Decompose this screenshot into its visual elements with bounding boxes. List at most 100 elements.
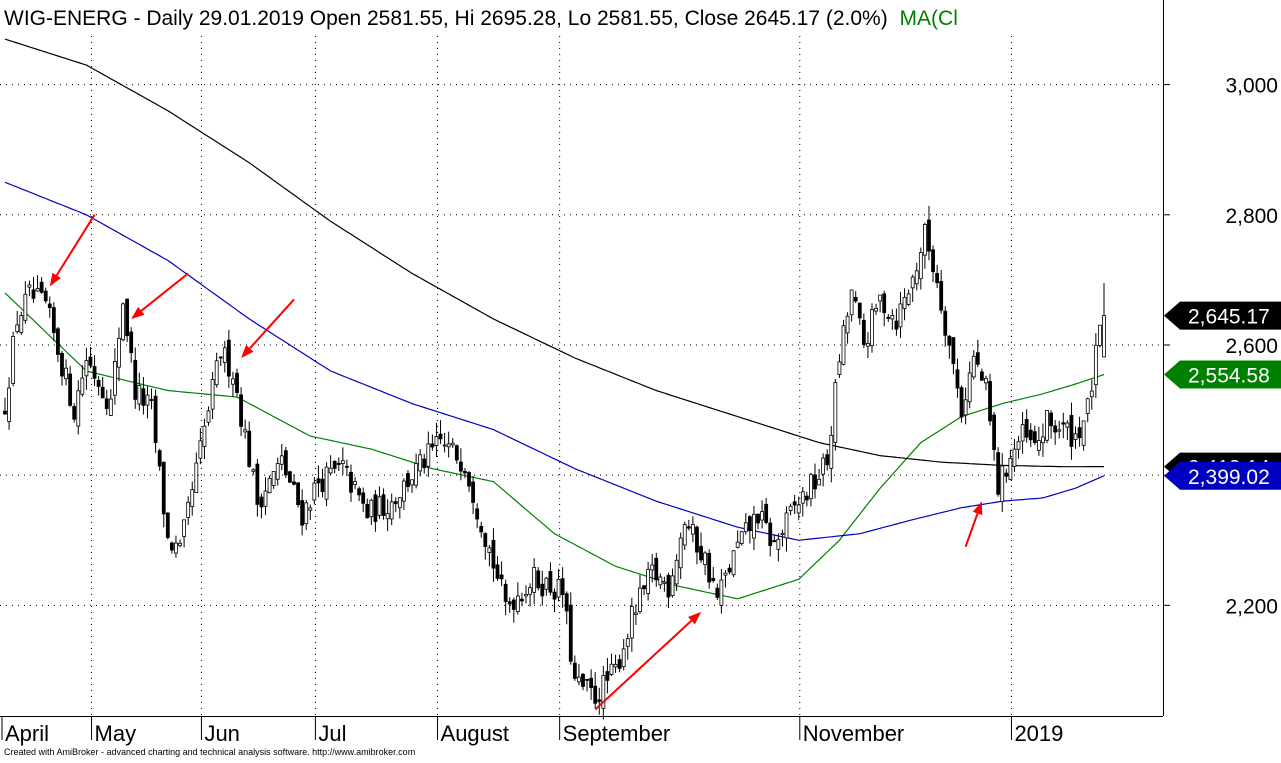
candle-up xyxy=(80,377,85,395)
candle-up xyxy=(117,337,121,368)
candle-up xyxy=(841,325,846,365)
candle-down xyxy=(357,488,362,496)
candle-up xyxy=(1089,390,1094,398)
candle-up xyxy=(210,379,215,410)
candle-down xyxy=(747,516,752,532)
candle-down xyxy=(422,458,427,469)
candle-up xyxy=(910,276,915,289)
candle-up xyxy=(923,224,927,256)
annotation-arrow xyxy=(55,214,96,276)
candle-down xyxy=(381,494,386,516)
candle-down xyxy=(92,366,97,379)
candle-up xyxy=(800,491,805,504)
candle-down xyxy=(666,574,671,598)
candle-down xyxy=(886,316,891,319)
candle-up xyxy=(369,499,374,518)
candle-up xyxy=(1073,433,1078,440)
candle-up xyxy=(324,466,329,500)
x-tick-label: May xyxy=(95,721,137,746)
candle-up xyxy=(263,490,268,507)
candle-up xyxy=(198,440,203,459)
title-main: WIG-ENERG - Daily 29.01.2019 Open 2581.5… xyxy=(4,7,888,30)
candle-up xyxy=(650,564,655,571)
candle-down xyxy=(68,373,73,406)
candle-down xyxy=(548,571,553,593)
candle-up xyxy=(186,501,191,518)
candle-up xyxy=(450,442,455,446)
candle-down xyxy=(393,501,398,505)
candle-down xyxy=(47,303,52,309)
candle-up xyxy=(634,612,638,615)
candle-up xyxy=(849,289,854,316)
candle-up xyxy=(182,519,186,537)
candle-up xyxy=(1102,315,1106,358)
candle-up xyxy=(735,541,740,548)
candle-up xyxy=(108,398,113,416)
candle-down xyxy=(857,302,862,319)
candle-down xyxy=(226,339,231,377)
candle-down xyxy=(133,359,138,400)
candle-down xyxy=(479,526,484,533)
candle-down xyxy=(247,430,252,467)
candle-up xyxy=(532,567,537,593)
candle-down xyxy=(1032,431,1037,443)
candle-up xyxy=(760,511,764,521)
candle-down xyxy=(31,289,36,299)
candle-down xyxy=(605,671,610,681)
candle-up xyxy=(487,547,492,553)
ma_mid-line xyxy=(4,181,1105,541)
candle-up xyxy=(870,309,874,347)
footer-credit: Created with AmiBroker - advanced charti… xyxy=(4,747,415,757)
candle-down xyxy=(56,328,60,355)
candle-down xyxy=(979,371,984,381)
candle-up xyxy=(418,454,423,472)
candle-down xyxy=(1049,412,1053,427)
candle-down xyxy=(43,290,48,302)
title-backdrop xyxy=(0,0,1163,36)
candle-up xyxy=(902,296,907,309)
candle-down xyxy=(813,474,817,490)
value-badges: 2,645.172,554.582,413.142,399.02 xyxy=(1164,301,1281,490)
candle-down xyxy=(235,372,239,394)
candle-down xyxy=(149,399,154,401)
y-tick-label: 2,800 xyxy=(1225,205,1278,228)
candle-up xyxy=(784,512,789,539)
candle-down xyxy=(495,564,500,579)
candle-down xyxy=(727,567,732,573)
candle-up xyxy=(809,474,813,500)
x-tick-label: Jun xyxy=(204,721,239,746)
annotation-arrowhead xyxy=(688,611,702,625)
candle-up xyxy=(11,335,16,384)
candle-up xyxy=(1065,422,1070,428)
x-tick-label: September xyxy=(563,721,671,746)
candle-down xyxy=(931,249,935,273)
candle-down xyxy=(458,461,463,472)
candle-down xyxy=(51,307,56,333)
candle-up xyxy=(638,587,642,613)
candle-down xyxy=(1077,427,1082,439)
candle-up xyxy=(918,252,923,280)
x-tick-label: November xyxy=(803,721,904,746)
annotation-arrow xyxy=(249,298,295,350)
candle-down xyxy=(581,673,585,687)
candle-down xyxy=(511,599,516,610)
candle-down xyxy=(707,552,712,583)
annotation-arrowhead xyxy=(131,306,145,319)
candle-up xyxy=(340,460,345,464)
candle-up xyxy=(1036,440,1041,451)
candle-up xyxy=(1041,436,1045,444)
candle-down xyxy=(853,297,858,302)
candle-up xyxy=(1085,398,1090,414)
candle-up xyxy=(625,638,630,647)
candle-down xyxy=(1069,414,1074,447)
candle-layer xyxy=(3,205,1106,720)
candle-up xyxy=(601,674,606,709)
candle-down xyxy=(483,533,488,547)
candle-down xyxy=(471,481,475,503)
candle-down xyxy=(1024,419,1029,438)
annotation-arrow xyxy=(140,272,189,312)
candle-up xyxy=(328,467,333,474)
candle-up xyxy=(544,577,549,590)
candle-down xyxy=(715,587,720,598)
